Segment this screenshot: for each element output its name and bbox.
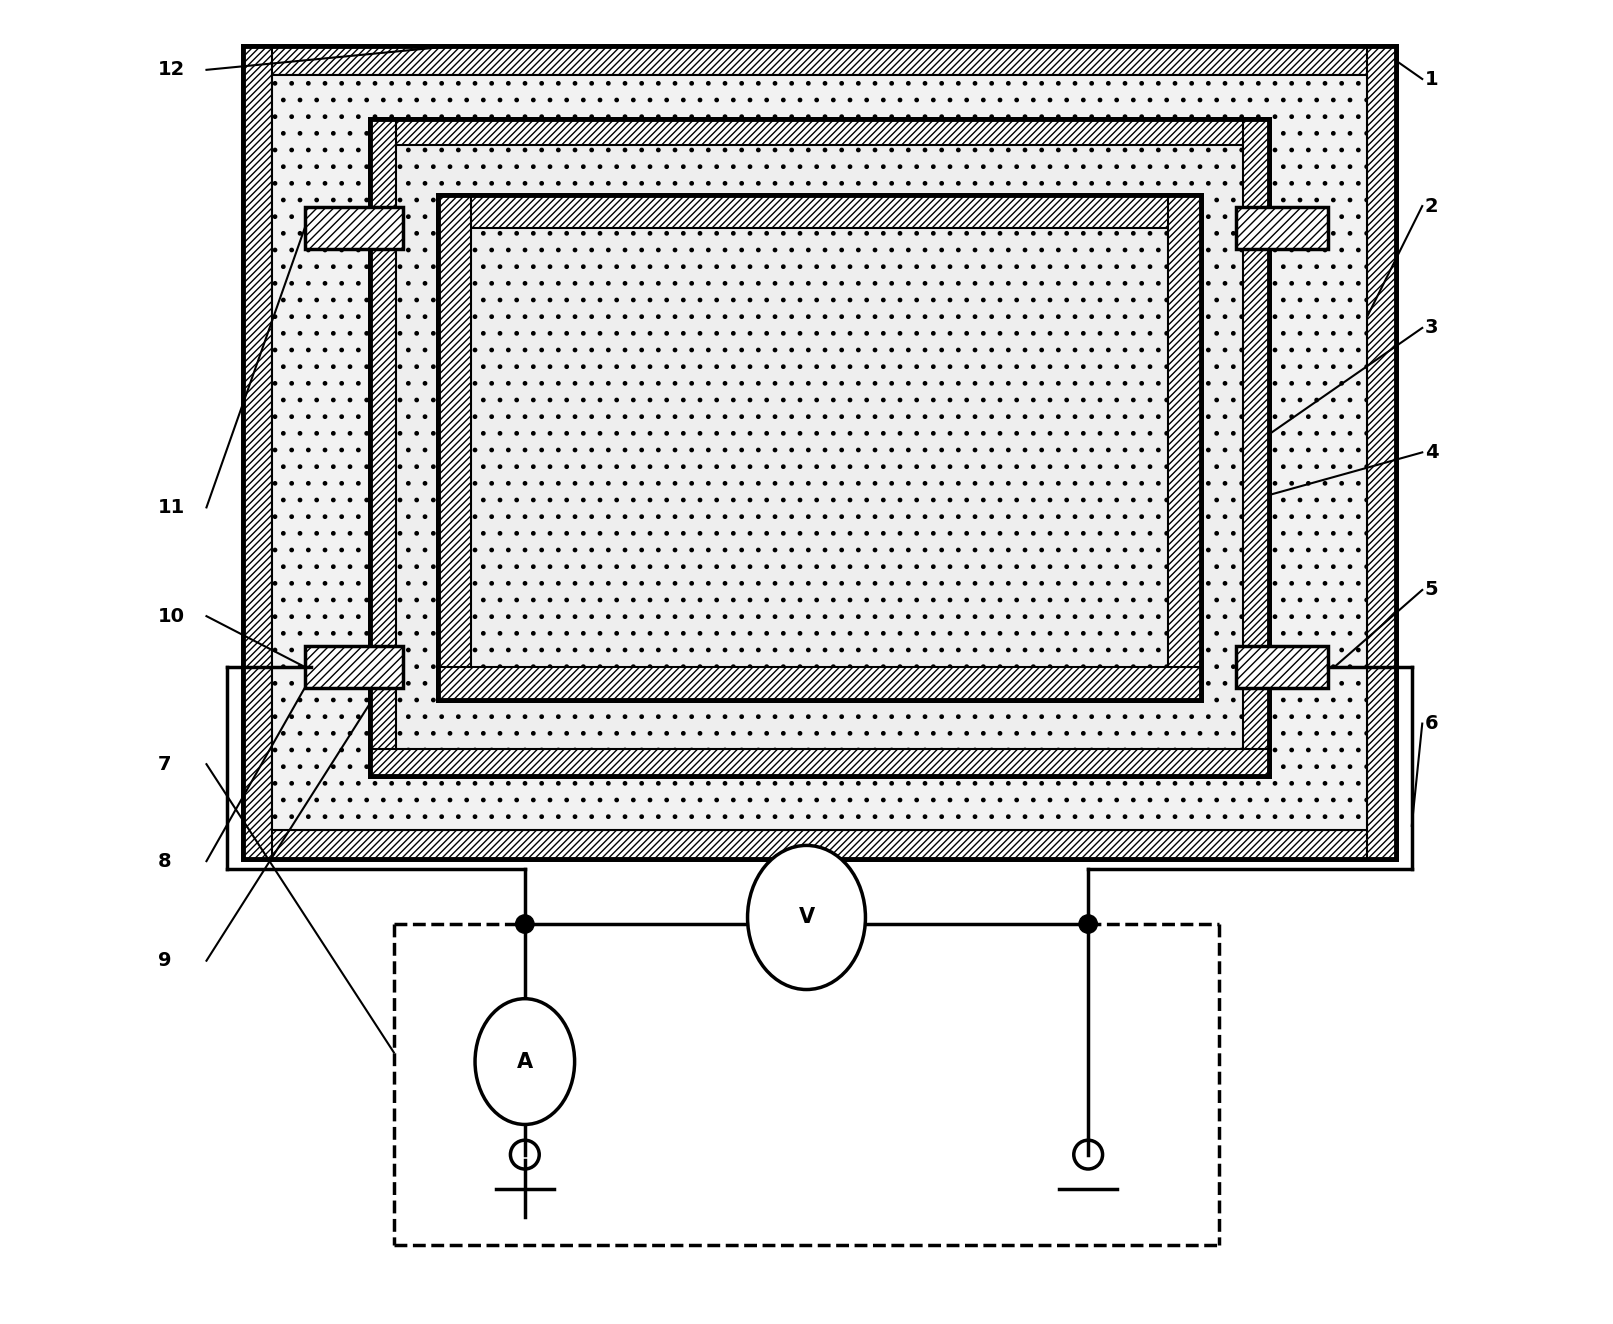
Circle shape <box>1079 915 1097 933</box>
Bar <box>397 146 1242 749</box>
Circle shape <box>516 915 534 933</box>
Bar <box>244 830 1395 858</box>
Text: 12: 12 <box>158 61 185 79</box>
Bar <box>371 119 1269 146</box>
Bar <box>471 228 1168 667</box>
Bar <box>305 207 403 249</box>
Bar <box>1236 207 1327 249</box>
Bar <box>439 195 471 699</box>
Text: 10: 10 <box>158 606 185 626</box>
Bar <box>371 119 397 776</box>
Text: A: A <box>516 1051 532 1071</box>
Text: 8: 8 <box>158 851 171 871</box>
Bar <box>1242 119 1269 776</box>
Text: 4: 4 <box>1424 444 1439 462</box>
Bar <box>1236 646 1327 688</box>
Bar <box>439 195 1200 228</box>
Text: 3: 3 <box>1424 318 1439 338</box>
Bar <box>244 46 1395 858</box>
Bar <box>244 46 1395 858</box>
Bar <box>371 119 1269 776</box>
Bar <box>439 195 1200 699</box>
Bar <box>1368 46 1395 858</box>
Text: 5: 5 <box>1424 580 1439 600</box>
Bar <box>439 667 1200 699</box>
Bar <box>305 646 403 688</box>
Bar <box>439 195 1200 699</box>
Bar <box>371 119 1269 776</box>
Text: 2: 2 <box>1424 196 1439 216</box>
Bar <box>273 75 1368 830</box>
Text: 11: 11 <box>158 498 185 516</box>
Bar <box>371 749 1269 776</box>
Ellipse shape <box>747 846 866 989</box>
Text: 9: 9 <box>158 951 171 970</box>
Bar <box>244 46 273 858</box>
Text: 6: 6 <box>1424 714 1439 733</box>
Text: 1: 1 <box>1424 69 1439 89</box>
Ellipse shape <box>476 998 574 1124</box>
Text: V: V <box>798 907 815 928</box>
Text: 7: 7 <box>158 755 171 773</box>
Bar <box>1168 195 1200 699</box>
Bar <box>244 46 1395 75</box>
